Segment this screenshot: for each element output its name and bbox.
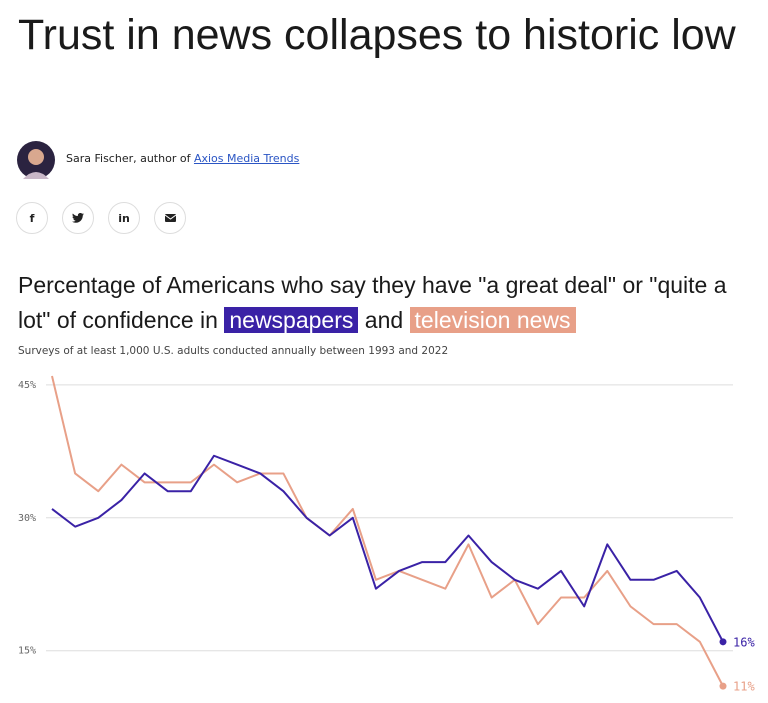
title-text: Percentage of Americans who say they hav… <box>18 272 727 333</box>
author-avatar <box>17 141 55 179</box>
value-label: 11% <box>733 680 755 694</box>
series-line <box>51 375 724 687</box>
chart-title: Percentage of Americans who say they hav… <box>18 268 748 338</box>
twitter-icon <box>72 213 84 223</box>
byline-link[interactable]: Axios Media Trends <box>193 152 300 165</box>
share-email[interactable] <box>154 202 186 234</box>
end-point <box>719 638 727 646</box>
byline-text: Sara Fischer, author of <box>66 152 191 165</box>
share-label: in <box>118 211 130 225</box>
end-point <box>719 682 727 690</box>
y-tick-label: 15% <box>18 646 36 657</box>
share-label: f <box>29 211 35 225</box>
legend-entry: newspapers <box>224 307 359 333</box>
title-text: and <box>364 307 404 333</box>
chart-subtitle: Surveys of at least 1,000 U.S. adults co… <box>18 345 449 357</box>
value-label: 16% <box>733 635 755 649</box>
y-tick-label: 30% <box>18 513 36 524</box>
share-facebook[interactable]: f <box>16 202 48 234</box>
y-tick-label: 45% <box>18 380 36 391</box>
series-line <box>51 454 724 643</box>
legend-entry: television news <box>409 307 576 333</box>
byline: Sara Fischer, author of Axios Media Tren… <box>66 152 299 165</box>
share-twitter[interactable] <box>62 202 94 234</box>
mail-icon <box>164 214 176 222</box>
headline: Trust in news collapses to historic low <box>18 11 736 59</box>
share-linkedin[interactable]: in <box>108 202 140 234</box>
